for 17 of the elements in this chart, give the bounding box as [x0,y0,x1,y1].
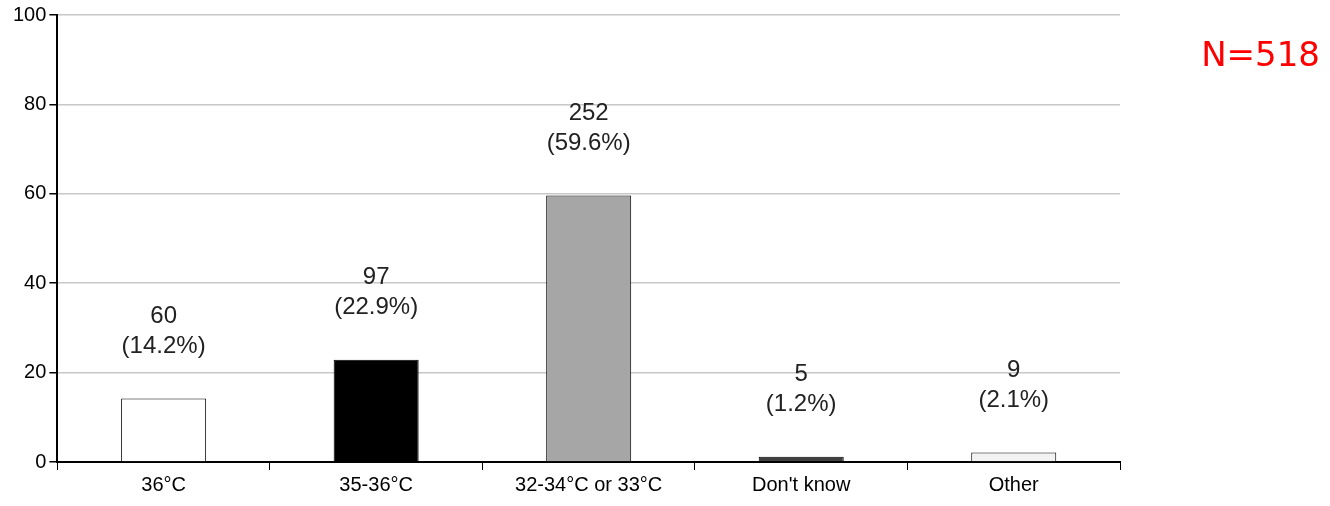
data-label: 60 (14.2%) [121,301,206,359]
y-tick-label: 60 [24,181,47,204]
text: N=518 [1201,34,1320,74]
x-tick-label: 35-36°C [339,472,413,495]
y-tick-label: 40 [24,270,47,293]
data-label: 252 (59.6%) [546,98,631,156]
y-tick-label: 100 [12,2,47,25]
x-tick-label: 36°C [141,472,186,495]
data-label: 9 (2.1%) [978,355,1050,413]
y-tick-label: 80 [24,91,47,114]
x-tick-label: Don't know [752,472,851,495]
data-label: 5 (1.2%) [765,359,837,417]
x-tick-label: 32-34°C or 33°C [515,472,663,495]
data-label: 97 (22.9%) [334,262,419,320]
y-tick-label: 20 [24,360,47,383]
y-tick-label: 0 [35,449,47,472]
x-tick-label: Other [988,472,1040,495]
